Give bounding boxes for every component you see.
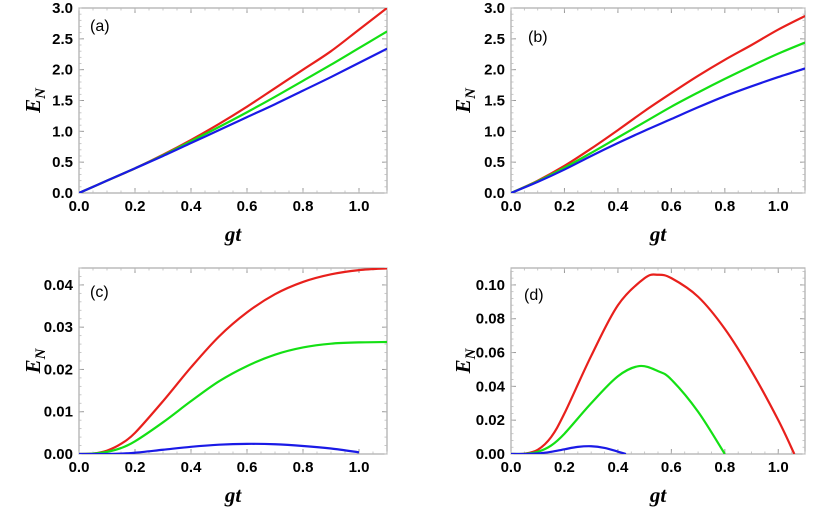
y-tick-label: 3.0 [52, 0, 73, 17]
panel-label: (a) [90, 18, 110, 35]
panel-label: (c) [90, 284, 109, 301]
x-axis-label: gt [224, 222, 243, 246]
y-tick-label: 0.00 [44, 446, 73, 463]
series-line-blue [511, 445, 627, 454]
series-line-green [511, 41, 805, 193]
plot-frame [510, 267, 806, 455]
y-tick-label: 1.0 [484, 123, 505, 140]
y-tick-label: 0.00 [476, 446, 505, 463]
panel-label: (d) [524, 287, 544, 304]
x-tick-label: 0.6 [237, 459, 258, 476]
y-axis-label-subscript: N [33, 347, 49, 360]
y-tick-label: 0.04 [44, 277, 74, 294]
plot-frame [78, 267, 388, 455]
series-line-red [79, 8, 387, 193]
x-tick-label: 1.0 [768, 459, 789, 476]
x-tick-label: 0.4 [607, 459, 629, 476]
x-tick-label: 0.8 [293, 459, 314, 476]
y-axis-label-main: E [451, 99, 475, 114]
x-tick-label: 0.2 [125, 198, 146, 215]
y-axis-label-subscript: N [463, 87, 479, 100]
y-axis-label-main: E [21, 99, 45, 114]
y-tick-label: 0.03 [44, 319, 73, 336]
y-tick-label: 0.0 [484, 185, 505, 202]
x-axis-label: gt [649, 483, 668, 507]
x-tick-label: 0.2 [554, 198, 575, 215]
x-axis-label: gt [649, 222, 668, 246]
y-axis-label-main: E [21, 359, 45, 374]
x-tick-label: 0.4 [181, 459, 203, 476]
x-tick-label: 0.4 [607, 198, 629, 215]
chart-panel-b: 0.0 0.2 0.4 0.6 0.8 1.0 0.0 0.5 1.0 1.5 2.0 2.5 3.0 (… [451, 0, 806, 246]
y-axis-label: EN [451, 347, 479, 374]
plot-frame [78, 7, 388, 194]
y-tick-label: 0.01 [44, 404, 73, 421]
x-tick-label: 0.6 [661, 459, 682, 476]
y-tick-label: 1.5 [52, 93, 73, 110]
x-tick-label: 1.0 [349, 198, 370, 215]
x-tick-label: 0.6 [237, 198, 258, 215]
series-line-red [511, 273, 796, 454]
y-axis-label: EN [451, 87, 479, 114]
chart-panel-c: 0.0 0.2 0.4 0.6 0.8 1.0 0.00 0.01 0.02 0.03 0.04 (c… [21, 267, 388, 507]
y-tick-label: 0.0 [52, 185, 73, 202]
y-axis-label: EN [21, 87, 49, 114]
chart-panel-d: 0.0 0.2 0.4 0.6 0.8 1.0 0.00 0.02 0.04 0.06 0.08 0.… [451, 267, 806, 507]
y-tick-label: 2.0 [484, 62, 505, 79]
x-tick-label: 0.8 [714, 198, 735, 215]
y-tick-label: 2.0 [52, 62, 73, 79]
y-tick-label: 0.04 [476, 378, 506, 395]
y-tick-label: 0.02 [44, 361, 73, 378]
y-tick-label: 0.08 [476, 311, 505, 328]
x-tick-label: 0.0 [501, 459, 522, 476]
plot-frame [510, 7, 806, 194]
y-axis-label-main: E [451, 359, 475, 374]
x-tick-label: 0.0 [69, 198, 90, 215]
series-line-blue [79, 442, 360, 454]
x-tick-label: 0.8 [714, 459, 735, 476]
y-tick-label: 0.06 [476, 345, 505, 362]
y-axis-label-subscript: N [33, 87, 49, 100]
y-tick-label: 1.5 [484, 93, 505, 110]
x-tick-label: 1.0 [349, 459, 370, 476]
series-line-green [79, 340, 387, 454]
series-line-blue [79, 47, 387, 193]
x-tick-label: 0.8 [293, 198, 314, 215]
y-tick-label: 0.5 [484, 154, 505, 171]
series-line-red [79, 268, 387, 454]
y-axis-label: EN [21, 347, 49, 374]
x-axis-label: gt [224, 483, 243, 507]
y-tick-label: 0.10 [476, 277, 505, 294]
panel-label: (b) [528, 29, 548, 46]
chart-panel-a: 0.0 0.2 0.4 0.6 0.8 1.0 0.0 0.5 1.0 1.5 2.0 2.5 3.0 (… [21, 0, 388, 246]
y-tick-label: 2.5 [52, 31, 73, 48]
y-tick-label: 0.02 [476, 412, 505, 429]
x-tick-label: 0.2 [125, 459, 146, 476]
x-tick-label: 0.0 [69, 459, 90, 476]
x-tick-label: 0.4 [181, 198, 203, 215]
y-tick-label: 2.5 [484, 31, 505, 48]
x-tick-label: 0.6 [661, 198, 682, 215]
y-tick-label: 3.0 [484, 0, 505, 17]
series-line-red [511, 15, 805, 193]
y-tick-label: 1.0 [52, 123, 73, 140]
y-axis-label-subscript: N [463, 347, 479, 360]
x-tick-label: 0.2 [554, 459, 575, 476]
y-tick-label: 0.5 [52, 154, 73, 171]
x-tick-label: 1.0 [768, 198, 789, 215]
x-tick-label: 0.0 [501, 198, 522, 215]
series-line-blue [511, 67, 805, 193]
series-line-green [79, 30, 387, 193]
series-line-green [511, 364, 726, 454]
